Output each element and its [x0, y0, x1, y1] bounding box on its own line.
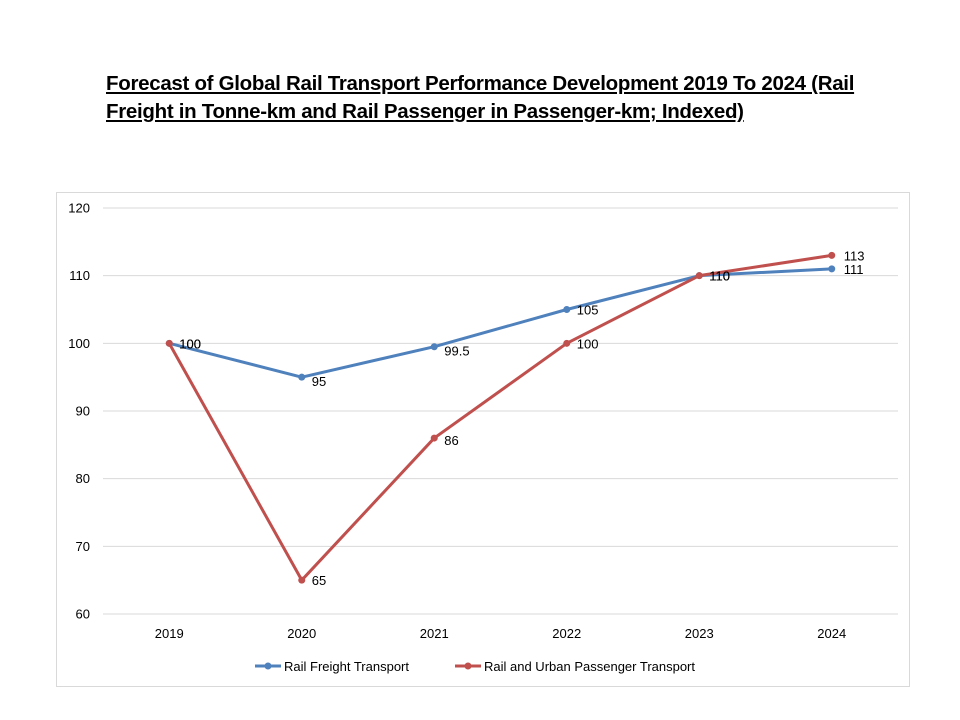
legend-swatch-marker: [264, 662, 272, 670]
data-label: 99.5: [444, 344, 469, 359]
x-tick-label: 2019: [155, 626, 184, 641]
data-label: 111: [844, 262, 864, 277]
data-label: 110: [709, 269, 730, 284]
y-axis-ticks: 60 70 80 90 100 110 120: [68, 201, 90, 622]
chart-title-line-2: Freight in Tonne-km and Rail Passenger i…: [106, 100, 744, 123]
data-point: [298, 576, 306, 584]
y-tick-label: 110: [69, 268, 90, 283]
x-tick-label: 2021: [420, 626, 449, 641]
data-label: 100: [179, 336, 201, 351]
y-tick-label: 60: [76, 607, 90, 622]
series-line-1: [168, 267, 832, 379]
y-tick-label: 120: [68, 201, 90, 216]
gridlines: [103, 207, 898, 615]
data-point: [828, 265, 836, 273]
chart-area: [56, 192, 910, 687]
data-label: 113: [844, 248, 865, 263]
x-axis-ticks: 2019 2020 2021 2022 2023 2024: [155, 626, 846, 641]
data-point: [430, 343, 438, 351]
data-label: 95: [312, 374, 326, 389]
data-label: 100: [577, 336, 599, 351]
data-label: 100: [179, 336, 201, 351]
data-point: [828, 251, 836, 259]
series-group: [165, 251, 836, 584]
x-tick-label: 2022: [552, 626, 581, 641]
data-label: 110: [709, 269, 730, 284]
legend-swatch-marker: [464, 662, 472, 670]
y-tick-label: 100: [68, 336, 90, 351]
data-point: [563, 306, 571, 313]
data-point: [165, 339, 173, 347]
chart-title-line-1: Forecast of Global Rail Transport Perfor…: [106, 72, 855, 95]
y-tick-label: 90: [76, 404, 90, 419]
x-tick-label: 2024: [817, 626, 846, 641]
legend-item-label: Rail and Urban Passenger Transport: [484, 659, 695, 674]
y-tick-label: 70: [76, 539, 90, 554]
x-tick-label: 2023: [685, 626, 714, 641]
series-line-2: [167, 253, 832, 582]
legend: Rail Freight Transport Rail and Urban Pas…: [255, 659, 695, 674]
chart-title: Forecast of Global Rail Transport Perfor…: [106, 70, 906, 126]
data-label: 86: [444, 433, 458, 448]
data-label: 105: [577, 303, 599, 318]
data-label: 65: [312, 573, 326, 588]
data-point: [695, 272, 703, 280]
data-point: [563, 339, 571, 347]
legend-item-label: Rail Freight Transport: [284, 659, 409, 674]
x-tick-label: 2020: [287, 626, 316, 641]
data-point: [430, 434, 438, 442]
data-point: [298, 373, 306, 381]
y-tick-label: 80: [76, 471, 90, 486]
